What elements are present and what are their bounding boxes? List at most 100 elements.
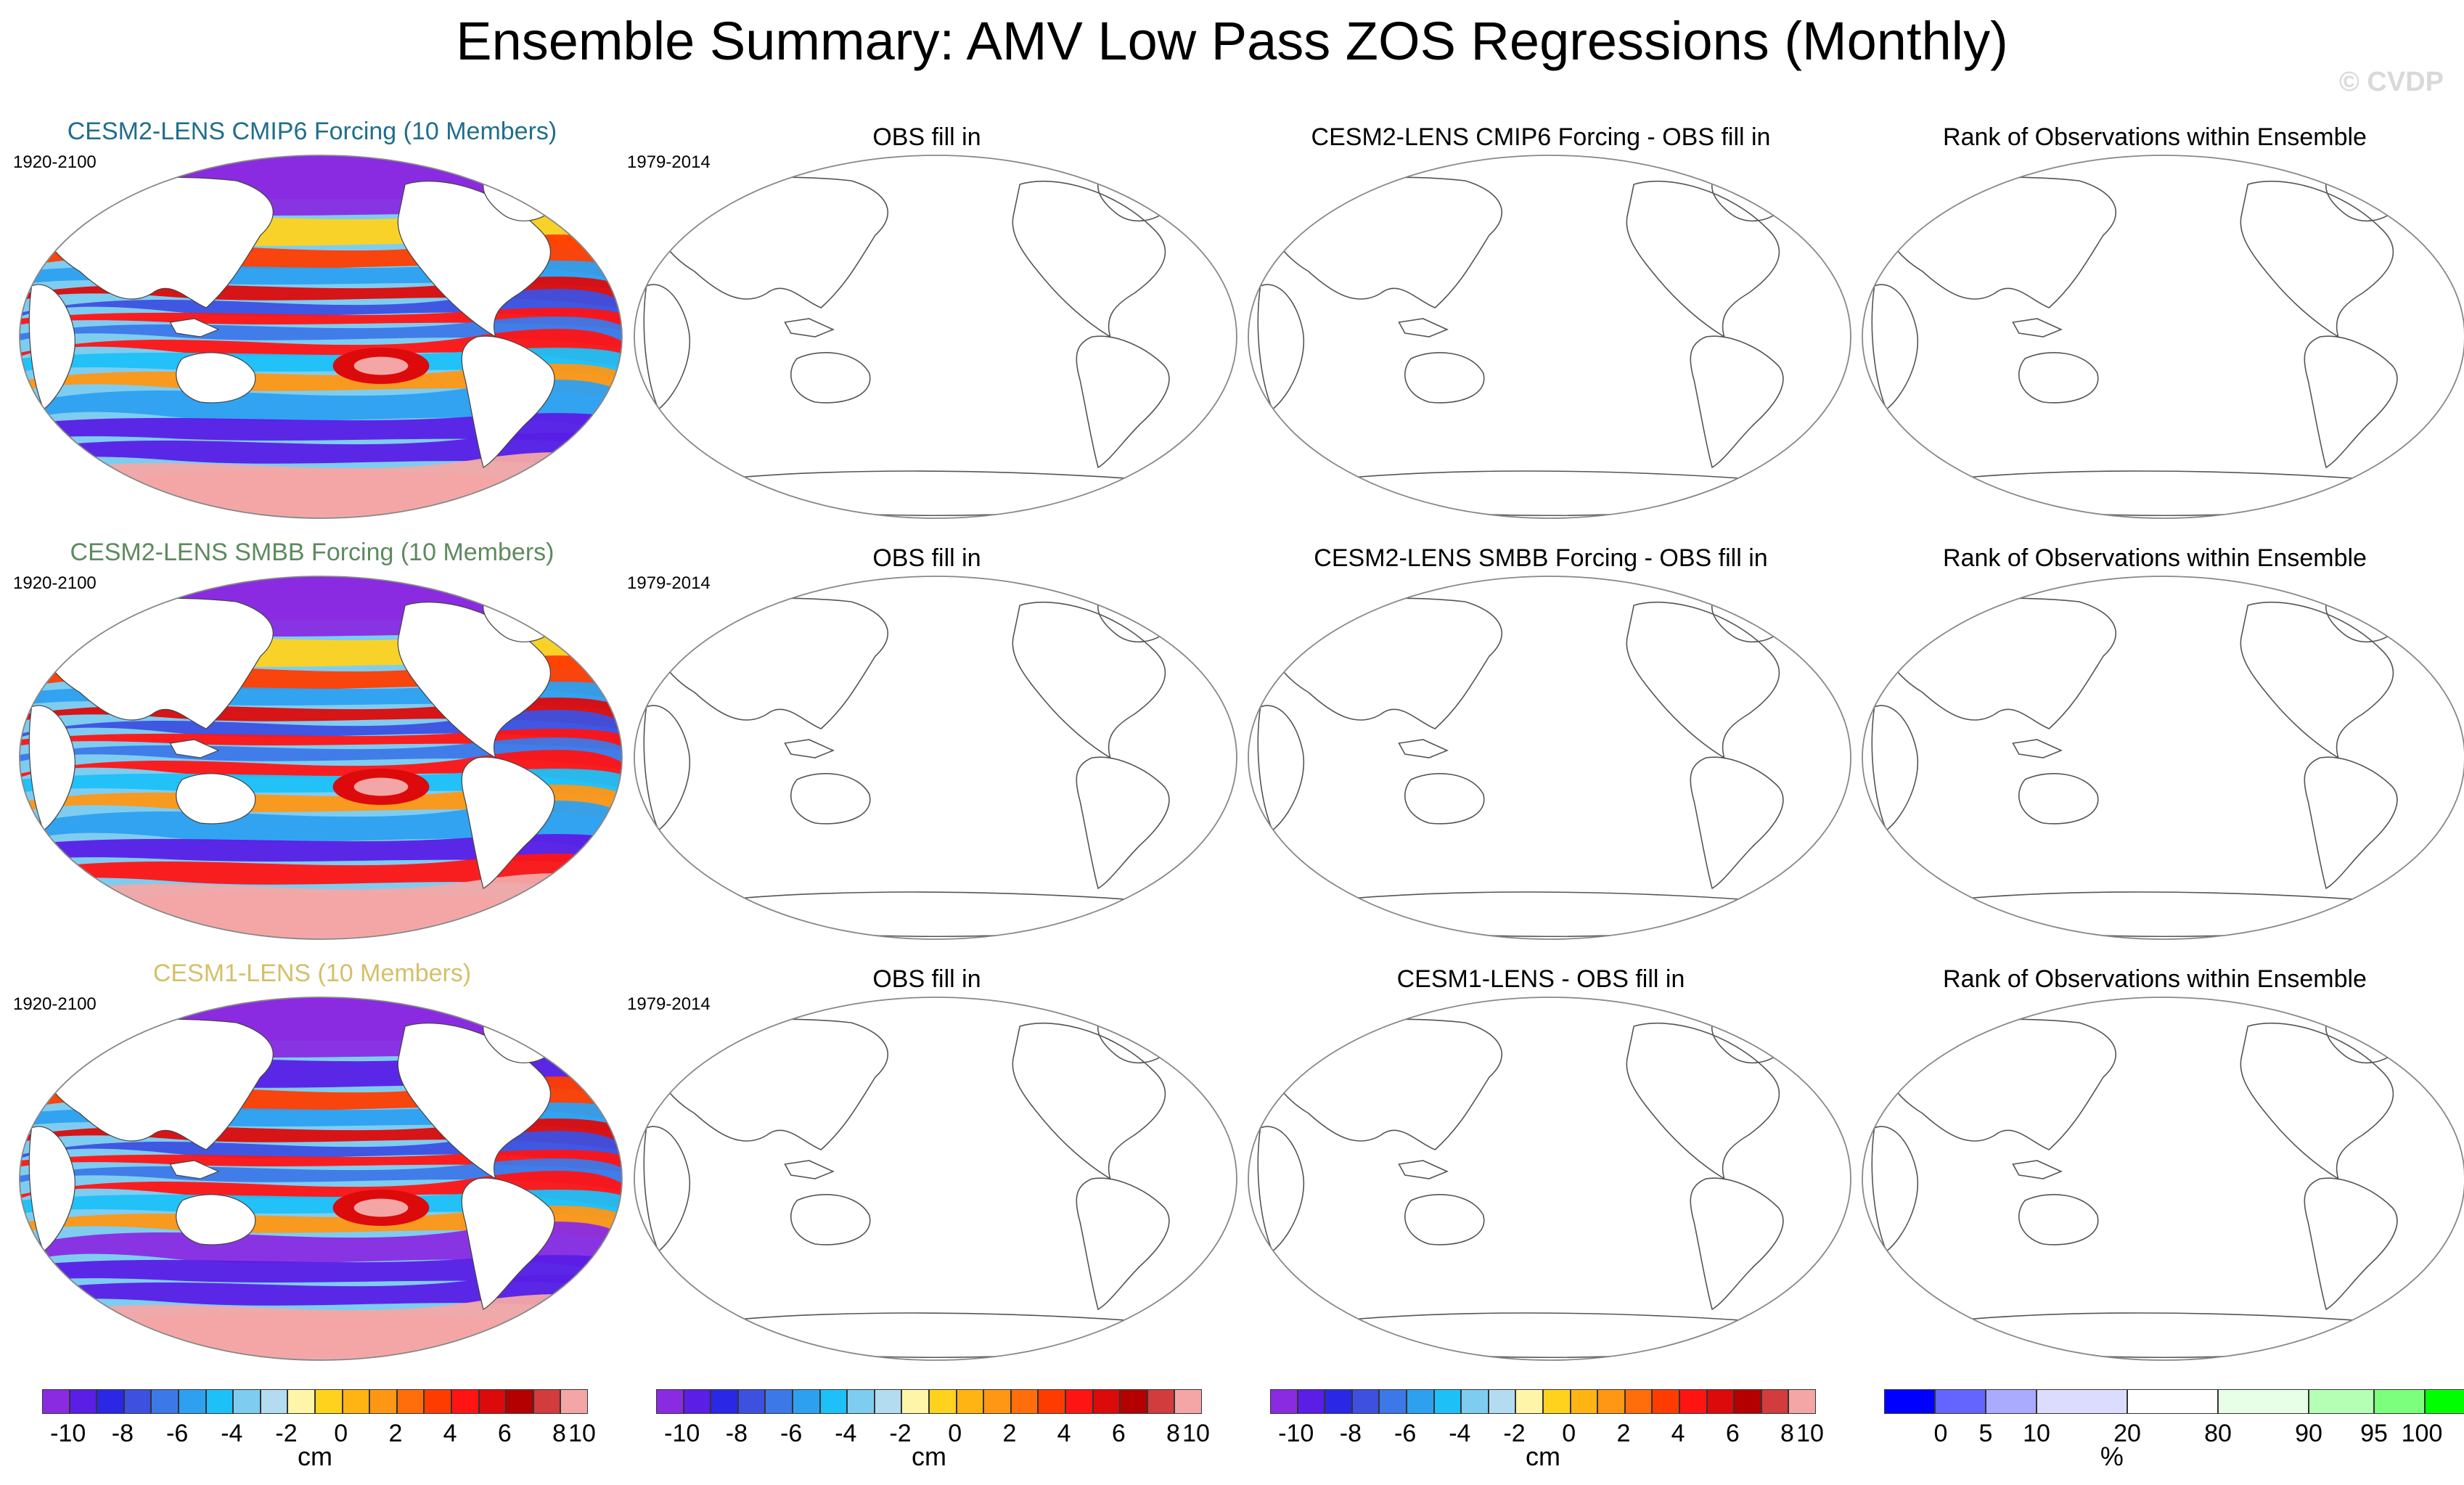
colorbar-tick-label: 100 [2401,1420,2443,1447]
colorbar-tick-label: -6 [1393,1420,1417,1447]
colorbar-swatch [901,1389,929,1414]
colorbar-swatch [1270,1389,1298,1414]
colorbar-swatch [983,1389,1011,1414]
colorbar-swatch [123,1389,152,1414]
obs-period: 1979-2014 [627,994,711,1014]
regression-colorbar-1: -10 -8 -6 -4 -2 0 2 4 6 8 10 cm [42,1389,596,1471]
colorbar-swatch [1325,1389,1352,1414]
colorbar-swatch [819,1389,848,1414]
obs-map [634,997,1237,1361]
colorbar-tick-label: 2 [1002,1420,1017,1447]
colorbar-swatch [179,1389,206,1414]
colorbar-tick-label: 8 [1780,1420,1794,1447]
ensemble-map [19,576,623,940]
ensemble-map [19,997,623,1361]
colorbar-swatch [1884,1389,1935,1414]
colorbar-swatch [260,1389,288,1414]
regression-colorbar-2: -10 -8 -6 -4 -2 0 2 4 6 8 10 cm [656,1389,1210,1471]
colorbar-swatch [1515,1389,1543,1414]
colorbar-swatch [1986,1389,2037,1414]
rank-title: Rank of Observations within Ensemble [1943,544,2367,572]
colorbar-swatch [1120,1389,1147,1414]
colorbar-swatch [1597,1389,1625,1414]
colorbar-swatch [478,1389,507,1414]
colorbar-swatch [1010,1389,1039,1414]
colorbar-swatch [656,1389,684,1414]
colorbar-tick-label: 0 [1562,1420,1576,1447]
ensemble-title: CESM2-LENS CMIP6 Forcing (10 Members) [67,118,557,145]
ensemble-title: CESM1-LENS (10 Members) [152,960,472,987]
colorbar-tick-label: -2 [1503,1420,1526,1447]
colorbar-tick-label: 0 [948,1420,962,1447]
colorbar-swatch [1734,1389,1761,1414]
colorbar-tick-label: -10 [1278,1420,1314,1447]
colorbar-tick-label: 4 [1057,1420,1071,1447]
difference-title: CESM2-LENS SMBB Forcing - OBS fill in [1314,544,1768,572]
colorbar-swatch [205,1389,234,1414]
ensemble-title: CESM2-LENS SMBB Forcing (10 Members) [70,539,554,566]
colorbar-swatch [1174,1389,1202,1414]
colorbar-swatch [1147,1389,1175,1414]
colorbar-unit: cm [1526,1441,1560,1471]
colorbar-swatch [369,1389,397,1414]
colorbar-swatch [2037,1389,2127,1414]
colorbar-tick-label: -8 [1339,1420,1362,1447]
map-outline [1862,576,2464,940]
colorbar-swatch [737,1389,766,1414]
colorbar-swatch [396,1389,425,1414]
colorbar-tick-label: 80 [2204,1420,2232,1447]
ensemble-period: 1920-2100 [13,573,97,593]
colorbar-tick-label: -2 [275,1420,298,1447]
colorbar-tick-label: 10 [1182,1420,1210,1447]
colorbar-tick-label: 8 [552,1420,566,1447]
colorbar-swatch [424,1389,451,1414]
map-outline [1248,576,1851,940]
colorbar-tick-label: 10 [2023,1420,2050,1447]
difference-title: CESM2-LENS CMIP6 Forcing - OBS fill in [1311,123,1771,151]
colorbar-swatch [1092,1389,1121,1414]
colorbar-swatch [874,1389,902,1414]
obs-map [634,155,1237,519]
colorbar-tick-label: -4 [1449,1420,1471,1447]
colorbar-swatch [847,1389,875,1414]
map-outline [1248,997,1851,1361]
colorbar-tick-label: -4 [835,1420,857,1447]
colorbar-swatch [683,1389,711,1414]
rank-colorbar: 0 5 10 20 80 90 95 100% [1884,1389,2464,1471]
colorbar-tick-label: 6 [497,1420,512,1447]
colorbar-tick-label: 2 [1616,1420,1631,1447]
colorbar-tick-label: -6 [779,1420,803,1447]
colorbar-swatch [956,1389,984,1414]
colorbar-swatch [1652,1389,1679,1414]
colorbar-swatch [97,1389,124,1414]
rank-title: Rank of Observations within Ensemble [1943,965,2367,993]
colorbar-swatch [2309,1389,2374,1414]
colorbar-swatch [69,1389,97,1414]
map-outline [19,576,623,940]
colorbar-swatch [315,1389,343,1414]
map-outline [19,155,623,519]
colorbar-tick-label: 2 [388,1420,403,1447]
colorbar-swatch [233,1389,261,1414]
rank-title: Rank of Observations within Ensemble [1943,123,2367,151]
colorbar-swatch [1570,1389,1598,1414]
ensemble-map [19,155,623,519]
colorbar-swatch [1624,1389,1653,1414]
colorbar-swatch [1679,1389,1707,1414]
colorbar-swatch [711,1389,738,1414]
ensemble-period: 1920-2100 [13,152,97,172]
obs-period: 1979-2014 [627,152,711,172]
figure-title: Ensemble Summary: AMV Low Pass ZOS Regre… [456,11,2008,71]
colorbar-swatch [1351,1389,1380,1414]
map-outline [1862,155,2464,519]
colorbar-tick-label: -8 [725,1420,748,1447]
colorbar-tick-label: 6 [1111,1420,1126,1447]
colorbar-swatch [533,1389,561,1414]
colorbar-swatch [1761,1389,1789,1414]
obs-title: OBS fill in [872,544,981,572]
cvdp-watermark: © CVDP [2338,67,2444,97]
colorbar-swatch [151,1389,179,1414]
map-outline [1862,997,2464,1361]
colorbar-tick-label: -6 [165,1420,189,1447]
rank-map [1862,155,2464,519]
